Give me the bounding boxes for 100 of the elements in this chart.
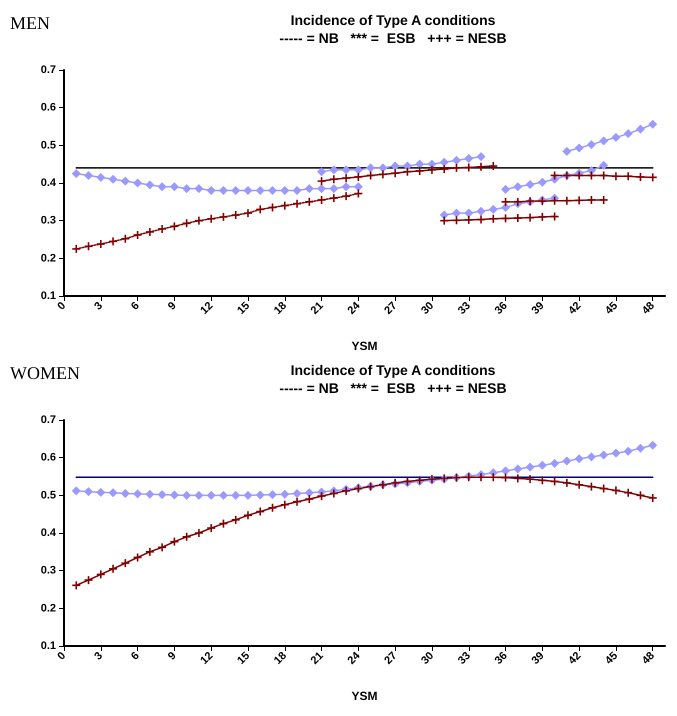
x-tick-label: 24: [345, 649, 364, 667]
chart-subtitle: ----- = NB *** = ESB +++ = NESB: [279, 380, 507, 396]
point: [624, 446, 633, 456]
point: [232, 516, 240, 524]
point: [330, 194, 338, 202]
point: [391, 169, 400, 178]
point: [170, 222, 178, 230]
point: [562, 146, 572, 156]
point: [476, 152, 486, 162]
point: [587, 482, 596, 491]
point: [120, 176, 130, 186]
point: [575, 480, 584, 489]
point: [342, 182, 351, 192]
x-tick-label: 9: [166, 650, 179, 663]
x-tick-label: 39: [529, 300, 547, 317]
point: [84, 170, 94, 180]
y-tick-label: 0.6: [40, 102, 56, 114]
point: [134, 230, 142, 239]
point: [599, 160, 608, 170]
point: [121, 559, 130, 568]
point: [464, 154, 474, 164]
point: [575, 196, 584, 204]
point: [513, 182, 522, 192]
point: [550, 458, 560, 468]
point: [624, 129, 633, 138]
point: [550, 171, 559, 180]
point: [170, 490, 179, 500]
point: [354, 172, 362, 181]
point: [440, 158, 449, 167]
point: [599, 450, 608, 460]
point: [318, 196, 326, 204]
y-tick-label: 0.3: [40, 214, 56, 227]
x-tick-label: 36: [492, 300, 510, 317]
chart-title: Incidence of Type A conditions: [290, 362, 496, 378]
point: [648, 494, 657, 502]
x-tick-label: 3: [92, 650, 106, 663]
point: [218, 186, 228, 196]
point: [84, 576, 93, 584]
y-tick-label: 0.7: [40, 414, 56, 426]
point: [477, 162, 486, 171]
point: [256, 205, 264, 214]
point: [280, 490, 290, 499]
point: [218, 490, 228, 500]
point: [562, 456, 572, 466]
point: [562, 478, 571, 487]
point: [158, 224, 166, 233]
point: [243, 490, 252, 500]
point: [256, 186, 265, 196]
point: [134, 553, 142, 562]
chart-title: Incidence of Type A conditions: [290, 12, 496, 28]
point: [108, 174, 118, 184]
x-tick-label: 6: [129, 650, 142, 663]
x-tick-label: 27: [382, 300, 400, 317]
point: [293, 498, 302, 506]
point: [538, 212, 546, 221]
point: [243, 186, 252, 196]
point: [538, 178, 547, 187]
text: MEN: [10, 13, 50, 33]
point: [514, 198, 522, 206]
x-tick-label: 18: [272, 650, 290, 667]
point: [599, 136, 608, 146]
point: [342, 165, 351, 174]
point: [575, 171, 584, 180]
x-tick-label: 9: [166, 300, 179, 313]
x-tick-label: 48: [640, 300, 657, 317]
point: [586, 140, 596, 150]
x-tick-label: 12: [198, 650, 216, 667]
point: [440, 210, 449, 220]
point: [170, 538, 178, 546]
chart-subtitle: ----- = NB *** = ESB +++ = NESB: [279, 30, 507, 46]
point: [72, 169, 81, 178]
point: [292, 186, 302, 196]
point: [231, 490, 240, 500]
point: [574, 143, 584, 152]
point: [182, 184, 192, 194]
x-tick-label: 15: [235, 650, 252, 667]
point: [96, 570, 105, 578]
point: [219, 520, 228, 528]
point: [317, 167, 326, 176]
point: [452, 156, 461, 165]
point: [194, 216, 203, 225]
x-axis-title: YSM: [351, 689, 378, 703]
point: [146, 228, 154, 236]
point: [72, 486, 81, 496]
point: [526, 462, 535, 472]
point: [488, 204, 498, 214]
point: [268, 186, 278, 196]
point: [133, 489, 142, 498]
point: [538, 476, 546, 484]
x-tick-label: 42: [566, 650, 584, 667]
point: [452, 164, 460, 172]
point: [305, 198, 314, 206]
point: [121, 234, 130, 243]
point: [182, 490, 192, 500]
y-tick-label: 0.6: [40, 452, 56, 464]
point: [244, 209, 252, 218]
point: [194, 184, 204, 194]
point: [574, 454, 584, 464]
point: [268, 490, 278, 500]
point: [612, 486, 620, 494]
